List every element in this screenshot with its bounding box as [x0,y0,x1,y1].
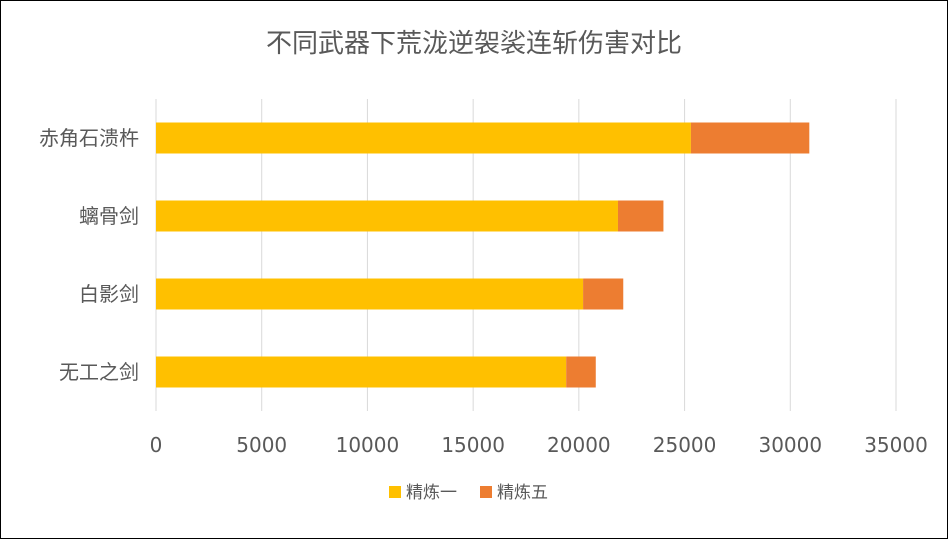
chart-title: 不同武器下荒泷逆袈裟连斩伤害对比 [265,29,682,59]
x-tick-label: 0 [150,433,163,457]
legend-swatch [480,486,492,498]
x-tick-label: 5000 [236,433,287,457]
x-tick-label: 10000 [336,433,400,457]
category-label: 赤角石溃杵 [39,126,139,150]
bar-segment [156,278,584,310]
bar-segment [583,278,624,310]
bar-segment [156,356,567,388]
category-label: 螭骨剑 [79,204,139,228]
x-tick-label: 15000 [441,433,505,457]
category-label: 无工之剑 [59,360,139,384]
bar-segment [690,122,810,154]
bar-segment [156,200,618,232]
bar-segment [156,122,691,154]
legend-swatch [389,486,401,498]
x-tick-label: 20000 [547,433,611,457]
x-tick-label: 25000 [653,433,717,457]
x-tick-label: 35000 [864,433,928,457]
x-tick-label: 30000 [758,433,822,457]
bar-segment [617,200,664,232]
category-label: 白影剑 [79,282,139,306]
legend-label: 精炼五 [497,483,548,503]
bar-segment [566,356,596,388]
legend-label: 精炼一 [406,483,457,503]
